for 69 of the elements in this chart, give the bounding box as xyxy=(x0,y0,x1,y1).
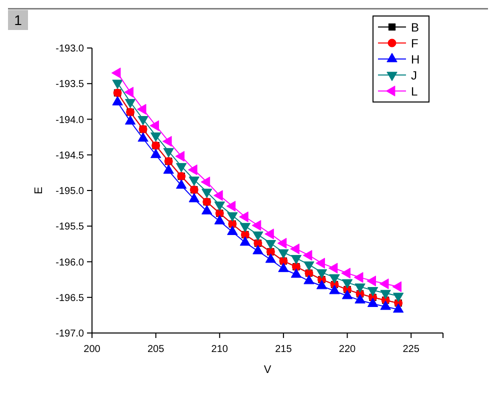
x-tick-label: 220 xyxy=(338,344,356,355)
point xyxy=(354,294,366,304)
y-tick-label: -196.0 xyxy=(56,257,84,268)
legend-label: B xyxy=(411,20,420,34)
point xyxy=(354,272,364,283)
point xyxy=(278,262,289,272)
point xyxy=(252,244,264,254)
point xyxy=(138,116,148,126)
x-tick-label: 210 xyxy=(211,344,228,355)
point xyxy=(124,98,136,108)
point xyxy=(380,300,391,310)
point xyxy=(188,164,198,176)
point xyxy=(136,104,146,115)
point xyxy=(316,258,325,269)
point xyxy=(162,136,172,147)
point xyxy=(163,148,174,158)
point xyxy=(367,298,378,307)
point xyxy=(124,86,134,98)
point xyxy=(264,228,274,240)
point xyxy=(302,250,312,261)
point xyxy=(277,238,287,249)
point xyxy=(392,303,404,313)
point xyxy=(290,268,302,278)
point xyxy=(200,176,210,188)
point xyxy=(290,244,300,254)
y-tick-label: -193.0 xyxy=(56,44,84,54)
x-tick-label: 225 xyxy=(402,344,420,355)
y-tick-label: -194.5 xyxy=(56,150,84,162)
y-axis-title: E xyxy=(33,186,45,194)
legend-label: F xyxy=(411,36,418,50)
point xyxy=(150,132,162,142)
point xyxy=(239,212,248,222)
point xyxy=(316,280,328,290)
y-tick-label: -195.0 xyxy=(56,186,84,197)
point xyxy=(366,276,376,286)
legend-label: H xyxy=(411,52,420,66)
point xyxy=(226,200,236,212)
y-tick-label: -197.0 xyxy=(56,328,84,340)
x-tick-label: 205 xyxy=(147,344,165,355)
legend-label: L xyxy=(411,84,418,98)
point xyxy=(252,220,262,231)
point xyxy=(214,215,225,224)
legend-label: J xyxy=(411,68,417,82)
point xyxy=(392,281,402,292)
point xyxy=(328,262,338,274)
point xyxy=(265,253,276,263)
x-tick-label: 215 xyxy=(275,344,292,355)
point xyxy=(176,163,187,172)
x-axis-title: V xyxy=(264,364,272,376)
point xyxy=(202,205,212,214)
point xyxy=(240,236,251,246)
point xyxy=(304,274,314,284)
point xyxy=(227,226,238,236)
y-tick-label: -194.0 xyxy=(56,114,84,126)
point xyxy=(341,268,350,278)
point xyxy=(175,150,185,162)
y-tick-label: -196.5 xyxy=(56,292,84,304)
y-tick-label: -195.5 xyxy=(56,222,84,233)
point xyxy=(188,176,200,186)
point xyxy=(112,80,123,90)
point xyxy=(111,68,121,78)
point xyxy=(150,120,160,132)
y-tick-label: -193.5 xyxy=(56,79,84,90)
text: 1 xyxy=(14,12,22,28)
x-tick-label: 200 xyxy=(84,344,101,355)
point xyxy=(342,290,353,300)
point xyxy=(329,284,340,294)
point xyxy=(214,190,223,201)
point xyxy=(379,278,389,290)
